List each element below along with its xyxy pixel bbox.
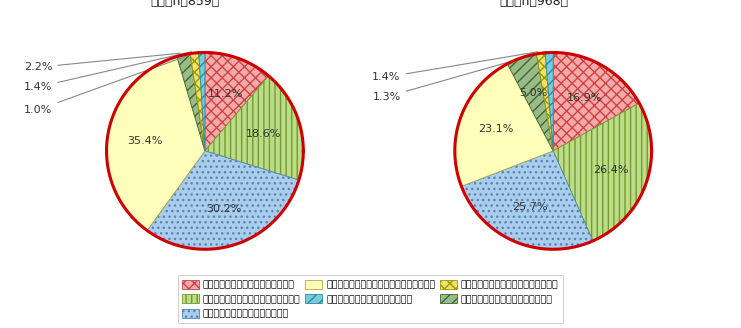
Wedge shape [199,52,205,151]
Text: 1.3%: 1.3% [373,51,546,102]
Wedge shape [554,52,639,151]
Wedge shape [205,76,303,180]
Wedge shape [536,53,554,151]
Text: 26.4%: 26.4% [594,165,629,175]
Title: 米国（n＝968）: 米国（n＝968） [499,0,568,8]
Text: 1.0%: 1.0% [24,51,199,114]
Text: 18.6%: 18.6% [246,129,281,139]
Text: 16.9%: 16.9% [566,93,602,103]
Text: 30.2%: 30.2% [207,204,242,214]
Wedge shape [177,53,205,151]
Text: 23.1%: 23.1% [479,124,514,134]
Wedge shape [205,52,268,151]
Wedge shape [554,103,651,241]
Wedge shape [107,56,205,231]
Text: 1.4%: 1.4% [24,52,191,92]
Wedge shape [508,54,554,151]
Text: 25.7%: 25.7% [512,202,548,212]
Wedge shape [190,53,205,151]
Text: 35.4%: 35.4% [127,135,162,146]
Text: 2.2%: 2.2% [24,53,180,72]
Wedge shape [462,151,593,249]
Text: 5.0%: 5.0% [519,88,548,98]
Text: 1.4%: 1.4% [372,52,538,82]
Title: 日本（n＝859）: 日本（n＝859） [150,0,220,8]
Legend: 業務効率・生産性が大きく改善する, 業務効率・生産性がある程度改善する, 業務効率・生産性が少し改善する, 業務効率・生産性はこれまでと変わらない, 業務効率・: 業務効率・生産性が大きく改善する, 業務効率・生産性がある程度改善する, 業務効… [178,275,563,323]
Wedge shape [545,52,554,151]
Wedge shape [455,64,554,186]
Wedge shape [147,151,299,249]
Text: 11.2%: 11.2% [208,89,244,99]
